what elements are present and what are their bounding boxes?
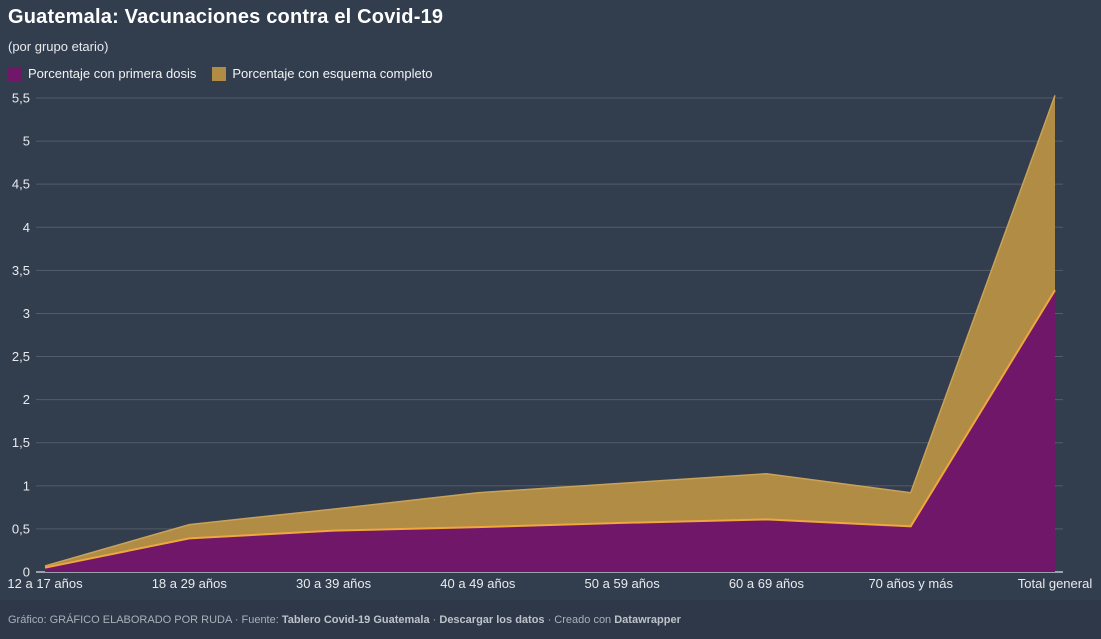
y-tick-label: 3,5 — [12, 263, 30, 278]
chart-title: Guatemala: Vacunaciones contra el Covid-… — [8, 6, 444, 28]
x-tick-label: 12 a 17 años — [7, 576, 83, 591]
y-tick-label: 2 — [23, 392, 30, 407]
y-tick-label: 5,5 — [12, 91, 30, 106]
y-tick-label: 1 — [23, 478, 30, 493]
x-tick-label: 60 a 69 años — [729, 576, 805, 591]
footer-attribution: Gráfico: GRÁFICO ELABORADO POR RUDA · Fu… — [0, 600, 1101, 639]
y-tick-label: 3 — [23, 306, 30, 321]
x-tick-label: 18 a 29 años — [152, 576, 228, 591]
footer-download-link[interactable]: Descargar los datos — [439, 614, 545, 626]
x-tick-label: Total general — [1018, 576, 1093, 591]
legend-swatch — [212, 66, 227, 81]
area-esquema-completo[interactable] — [45, 95, 1055, 568]
legend-item-esquema-completo: Porcentaje con esquema completo — [212, 66, 433, 81]
y-tick-label: 4,5 — [12, 177, 30, 192]
footer-datawrapper-link[interactable]: Datawrapper — [614, 614, 681, 626]
footer-created-with-text: · Creado con — [544, 614, 615, 626]
chart-subtitle: (por grupo etario) — [8, 39, 109, 54]
y-tick-label: 0 — [23, 565, 30, 580]
legend-swatch — [8, 66, 22, 81]
y-tick-label: 2,5 — [12, 349, 30, 364]
y-tick-label: 1,5 — [12, 435, 30, 450]
x-tick-label: 70 años y más — [868, 576, 953, 591]
legend-label: Porcentaje con primera dosis — [28, 66, 197, 81]
series-top-line — [44, 95, 1056, 567]
x-tick-label: 30 a 39 años — [296, 576, 372, 591]
footer-credit-text: Gráfico: GRÁFICO ELABORADO POR RUDA · Fu… — [8, 614, 282, 626]
y-tick-label: 5 — [23, 134, 30, 149]
area-primera-dosis[interactable] — [45, 290, 1055, 572]
footer-source-link[interactable]: Tablero Covid-19 Guatemala — [281, 614, 430, 626]
footer-separator: · — [429, 614, 440, 626]
series-top-line — [44, 289, 1056, 569]
y-tick-label: 4 — [23, 220, 30, 235]
legend: Porcentaje con primera dosis Porcentaje c… — [8, 66, 433, 81]
y-tick-label: 0,5 — [12, 521, 30, 536]
x-tick-label: 50 a 59 años — [585, 576, 661, 591]
legend-item-primera-dosis: Porcentaje con primera dosis — [8, 66, 196, 81]
area-chart-plot: 0 0,5 1 1,5 2 2,5 3 3,5 4 4,5 5 5,5 12 a 17 años 18 a… — [7, 91, 1093, 592]
x-tick-label: 40 a 49 años — [440, 576, 516, 591]
legend-label: Porcentaje con esquema completo — [232, 66, 433, 81]
